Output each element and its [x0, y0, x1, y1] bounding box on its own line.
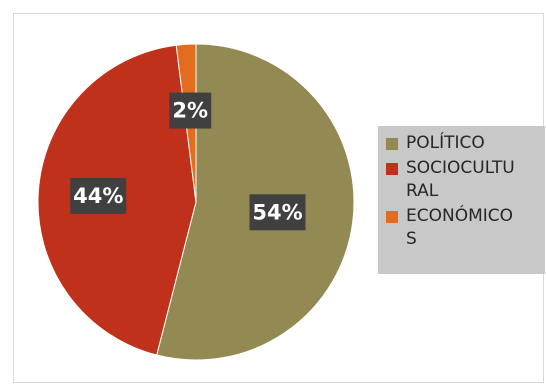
data-label-text-economicos: 2%	[172, 99, 208, 123]
data-label-text-sociocultural: 44%	[73, 184, 123, 208]
pie-data-labels: 54% 44% 2%	[70, 92, 306, 231]
legend-label-politico: POLÍTICO	[406, 133, 485, 153]
data-label-economicos: 2%	[169, 92, 212, 129]
data-label-text-politico: 54%	[252, 200, 302, 224]
legend-item-economicos: ECONÓMICO S	[386, 205, 545, 251]
legend-swatch-politico	[386, 138, 398, 150]
legend-label-economicos: ECONÓMICO S	[406, 206, 514, 249]
legend-item-politico: POLÍTICO	[386, 132, 545, 155]
data-label-box-sociocultural	[70, 177, 127, 214]
data-label-politico: 54%	[249, 194, 306, 231]
legend-swatch-economicos	[386, 211, 398, 223]
data-label-sociocultural: 44%	[70, 177, 127, 214]
legend-item-sociocultural: SOCIOCULTU RAL	[386, 157, 545, 203]
legend-label-sociocultural: SOCIOCULTU RAL	[406, 158, 515, 201]
data-label-box-politico	[249, 194, 306, 231]
data-label-box-economicos	[169, 92, 212, 129]
legend: POLÍTICO SOCIOCULTU RAL ECONÓMICO S	[378, 126, 545, 274]
legend-swatch-sociocultural	[386, 163, 398, 175]
